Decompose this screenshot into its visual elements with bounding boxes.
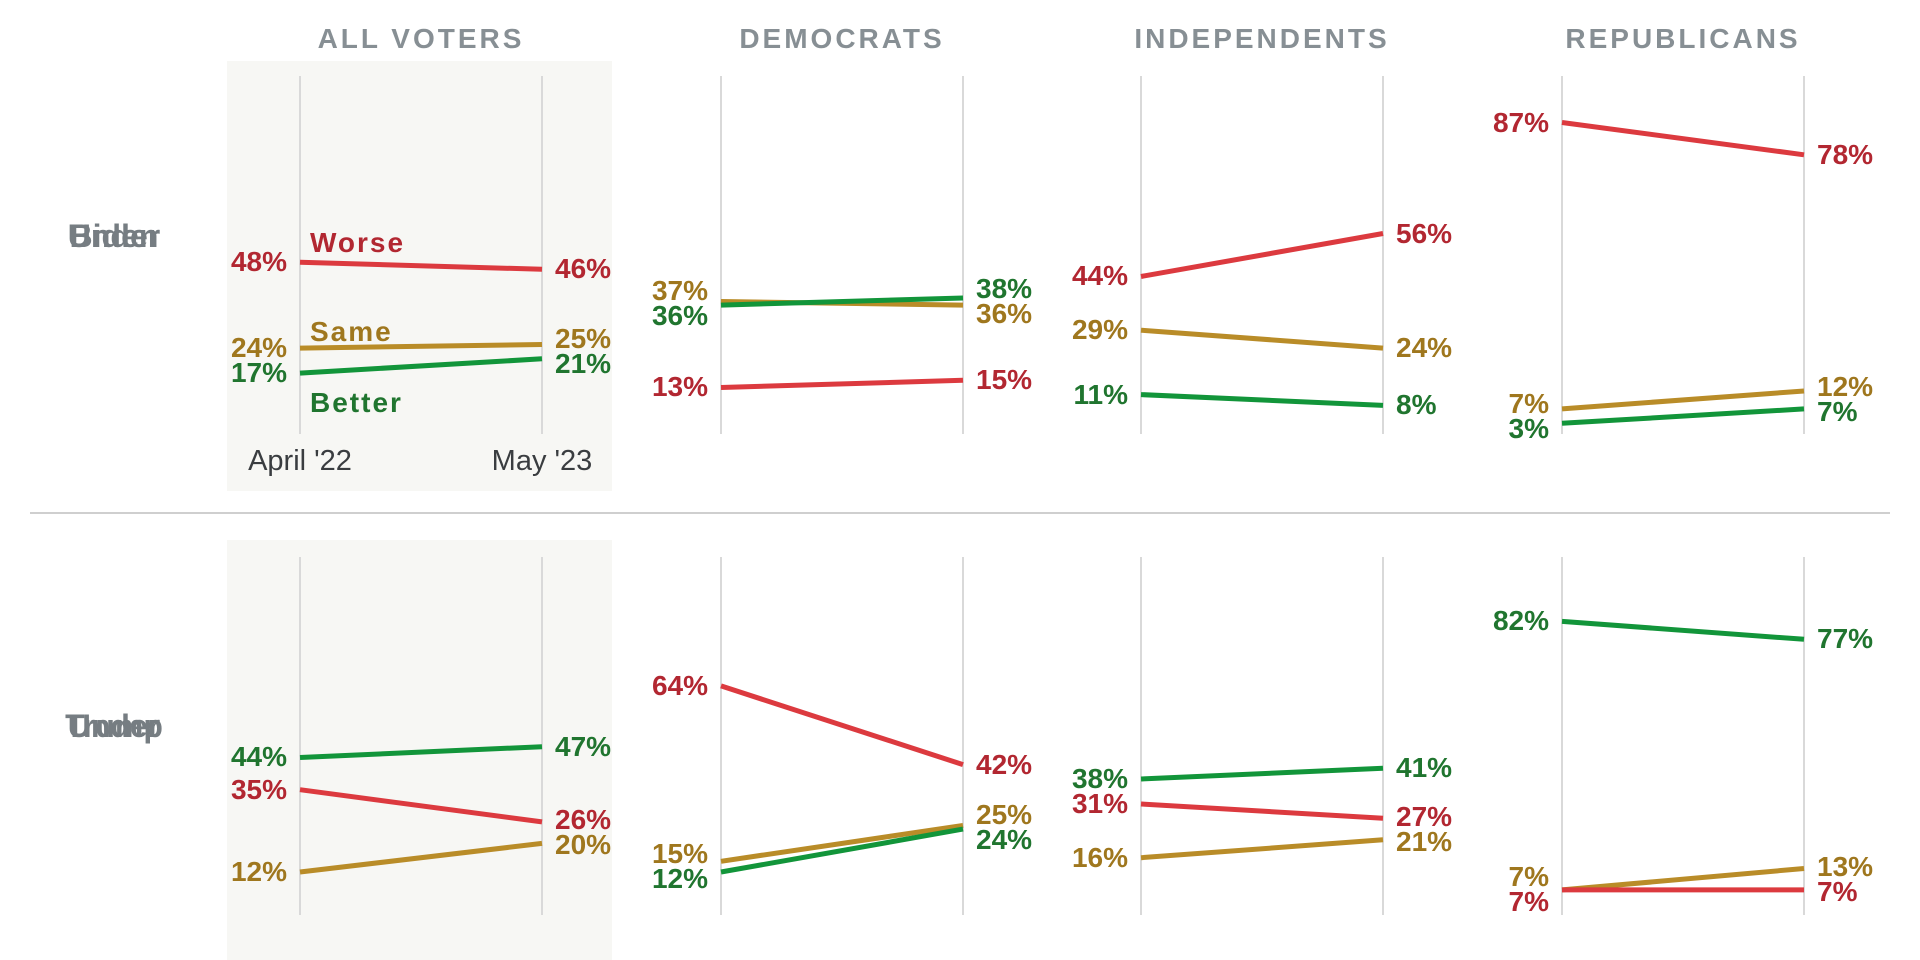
value-label-better: 8% [1396, 389, 1437, 420]
slope-line-worse [1561, 120, 1805, 158]
slope-line-better [1561, 406, 1805, 426]
column-header-all-voters: ALL VOTERS [317, 23, 525, 54]
value-label-better: 3% [1508, 413, 1549, 444]
value-label-worse: 35% [230, 774, 287, 805]
axis-date-label: April '22 [248, 445, 352, 477]
value-label-better: 11% [1073, 379, 1129, 410]
value-label-same: 7% [1508, 388, 1549, 419]
slope-line-worse [1140, 801, 1384, 821]
value-label-better: 24% [976, 824, 1033, 855]
value-label-better: 44% [230, 741, 287, 772]
value-label-worse: 13% [651, 371, 708, 402]
slope-line-same [720, 823, 964, 864]
series-label-same: Same [310, 316, 393, 347]
value-label-better: 47% [555, 731, 612, 762]
slope-line-worse [720, 683, 964, 767]
series-label-better: Better [310, 387, 403, 418]
value-label-same: 12% [1817, 371, 1874, 402]
value-label-better: 17% [230, 357, 287, 388]
value-label-same: 37% [651, 275, 708, 306]
slope-line-worse [720, 377, 964, 390]
value-label-same: 25% [555, 323, 612, 354]
value-label-same: 24% [1396, 332, 1453, 363]
value-label-worse: 27% [1396, 801, 1453, 832]
value-label-better: 77% [1817, 623, 1874, 654]
slope-line-better [299, 356, 543, 376]
axis-date-label: May '23 [491, 445, 593, 477]
slope-line-same [1561, 866, 1805, 893]
slope-line-better [1561, 618, 1805, 642]
value-label-worse: 64% [651, 670, 708, 701]
column-header-independents: INDEPENDENTS [1134, 23, 1390, 54]
value-label-same: 15% [651, 838, 708, 869]
value-label-same: 16% [1071, 842, 1128, 873]
value-label-same: 21% [1396, 826, 1453, 857]
slope-line-same [299, 840, 543, 875]
value-label-worse: 26% [555, 804, 612, 835]
slope-line-same [1140, 837, 1384, 861]
value-label-same: 24% [230, 332, 287, 363]
row-label-line: Trump [65, 708, 163, 744]
slope-line-better [299, 744, 543, 760]
value-label-worse: 56% [1396, 218, 1453, 249]
value-label-same: 12% [230, 856, 287, 887]
value-label-better: 41% [1396, 752, 1453, 783]
row-label-line: Under [67, 218, 161, 254]
value-label-same: 13% [1817, 851, 1874, 882]
value-label-worse: 48% [230, 246, 287, 277]
value-label-better: 21% [555, 348, 612, 379]
value-label-worse: 7% [1817, 876, 1858, 907]
value-label-better: 82% [1492, 605, 1549, 636]
column-header-democrats: DEMOCRATS [739, 23, 945, 54]
value-label-better: 38% [976, 273, 1033, 304]
value-label-same: 25% [976, 799, 1033, 830]
panel-background [227, 61, 612, 491]
slope-line-worse [299, 259, 543, 272]
value-label-worse: 87% [1492, 107, 1549, 138]
slope-line-same [1140, 327, 1384, 351]
slope-line-worse [299, 787, 543, 825]
value-label-worse: 42% [976, 749, 1033, 780]
row-label-line: Under [67, 708, 161, 744]
value-label-worse: 44% [1071, 260, 1128, 291]
value-label-worse: 15% [976, 364, 1033, 395]
slope-line-better [720, 295, 964, 308]
value-label-better: 7% [1817, 396, 1858, 427]
column-header-republicans: REPUBLICANS [1565, 23, 1801, 54]
value-label-worse: 78% [1817, 139, 1874, 170]
value-label-same: 36% [976, 298, 1033, 329]
value-label-same: 29% [1071, 314, 1128, 345]
row-label-line: Biden [69, 218, 159, 254]
value-label-better: 36% [651, 300, 708, 331]
value-label-same: 20% [555, 829, 612, 860]
slope-line-better [1140, 765, 1384, 782]
value-label-worse: 31% [1071, 788, 1128, 819]
slope-line-same [1561, 388, 1805, 412]
value-label-better: 38% [1071, 763, 1128, 794]
value-label-worse: 7% [1508, 886, 1549, 917]
slope-line-worse [1140, 231, 1384, 279]
value-label-better: 12% [651, 863, 708, 894]
slope-line-better [720, 826, 964, 875]
value-label-same: 7% [1508, 861, 1549, 892]
slope-line-better [1140, 392, 1384, 408]
slope-line-same [299, 342, 543, 351]
series-label-worse: Worse [310, 227, 406, 258]
value-label-worse: 46% [555, 253, 612, 284]
